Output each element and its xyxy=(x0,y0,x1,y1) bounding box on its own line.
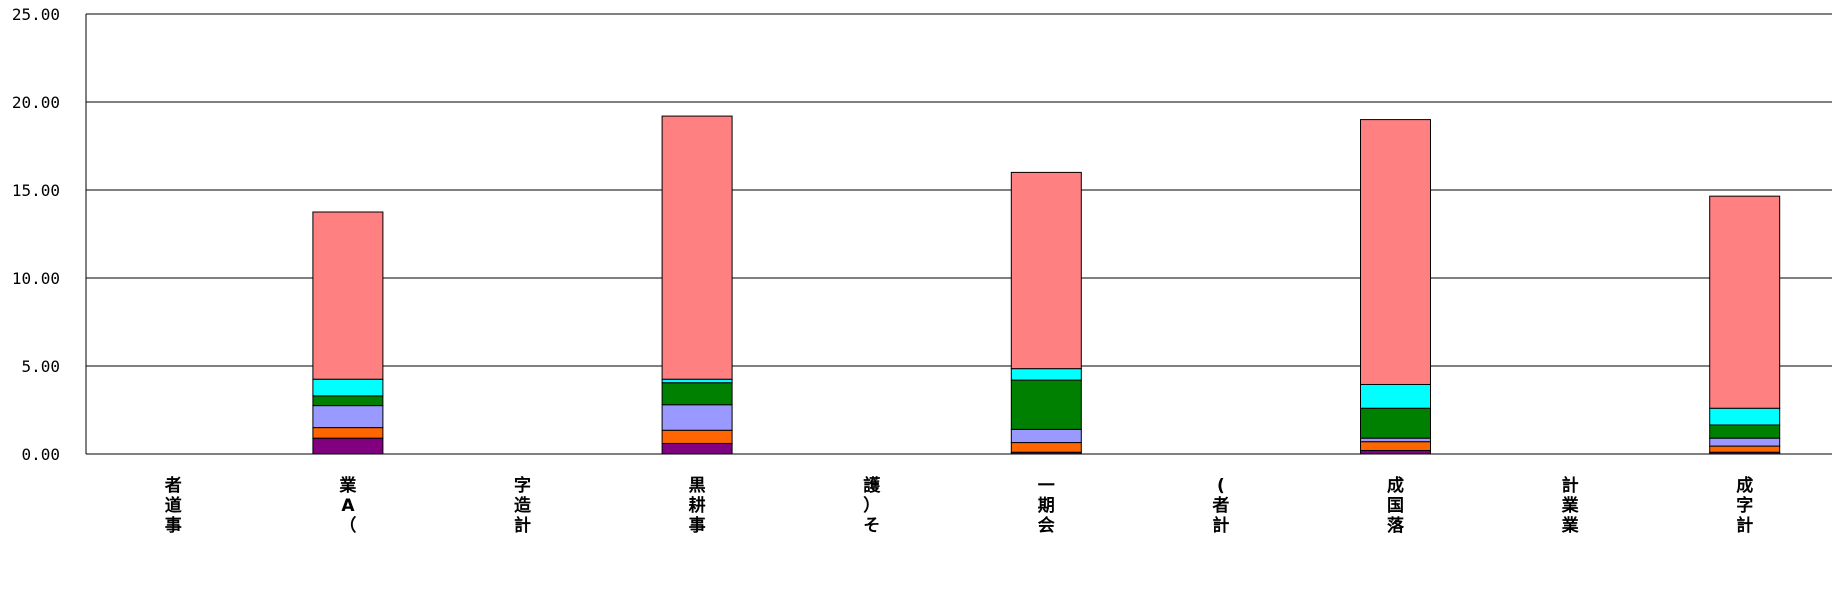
x-category-label: 業 A （ xyxy=(339,475,356,536)
x-category-label: 計業業 xyxy=(1562,475,1579,536)
bar-segment xyxy=(1010,368,1082,381)
bar-segment xyxy=(1709,424,1781,439)
bar-segment xyxy=(1360,407,1431,439)
bar-segment xyxy=(1010,442,1082,453)
bar-segment xyxy=(661,404,733,431)
x-category-label: 護）そ xyxy=(863,475,881,536)
y-axis-ticks: 0.00 5.00 10.00 15.00 20.00 25.00 xyxy=(12,5,60,464)
y-tick-label: 10.00 xyxy=(12,269,60,288)
x-category-label: 成字計 xyxy=(1736,475,1753,536)
y-tick-label: 25.00 xyxy=(12,5,60,24)
x-category-label: 成国落 xyxy=(1387,475,1405,536)
y-tick-label: 5.00 xyxy=(21,357,60,376)
bar-segment xyxy=(1010,171,1082,370)
bar-segment xyxy=(1709,437,1781,447)
bar-segment xyxy=(661,378,733,384)
bar-segment xyxy=(1010,428,1082,444)
bar-segment xyxy=(1360,449,1431,455)
x-category-label: 黒耕事 xyxy=(689,476,706,536)
bar-segment xyxy=(1360,437,1431,443)
bar-segment xyxy=(312,405,384,429)
bar-segment xyxy=(661,442,733,455)
x-axis-categories: 者道事 業 A （ 字造計 黒耕事 護）そ 一期会 (者計 成国落 計業業 成字計 xyxy=(164,475,1753,536)
bar-segment xyxy=(312,395,384,407)
bar-segment xyxy=(661,115,733,380)
y-tick-label: 15.00 xyxy=(12,181,60,200)
y-tick-label: 0.00 xyxy=(21,445,60,464)
bar-segment xyxy=(1010,379,1082,430)
bar-segment xyxy=(312,437,384,455)
x-category-label: (者計 xyxy=(1211,476,1229,536)
bar-segment xyxy=(312,378,384,397)
y-tick-label: 20.00 xyxy=(12,93,60,112)
x-category-label: 字造計 xyxy=(514,475,532,536)
bar-segment xyxy=(1360,441,1431,451)
bar-segment xyxy=(1709,195,1781,409)
bar-segment xyxy=(1709,407,1781,426)
bars xyxy=(312,115,1781,455)
x-category-label: 者道事 xyxy=(164,475,182,536)
bar-segment xyxy=(312,211,384,380)
bar-segment xyxy=(661,429,733,444)
bar-segment xyxy=(1709,445,1781,453)
bar-segment xyxy=(661,382,733,406)
bar-segment xyxy=(1360,383,1431,409)
bar-segment xyxy=(1360,119,1431,385)
bar-segment xyxy=(312,427,384,439)
x-category-label: 一期会 xyxy=(1038,476,1055,536)
